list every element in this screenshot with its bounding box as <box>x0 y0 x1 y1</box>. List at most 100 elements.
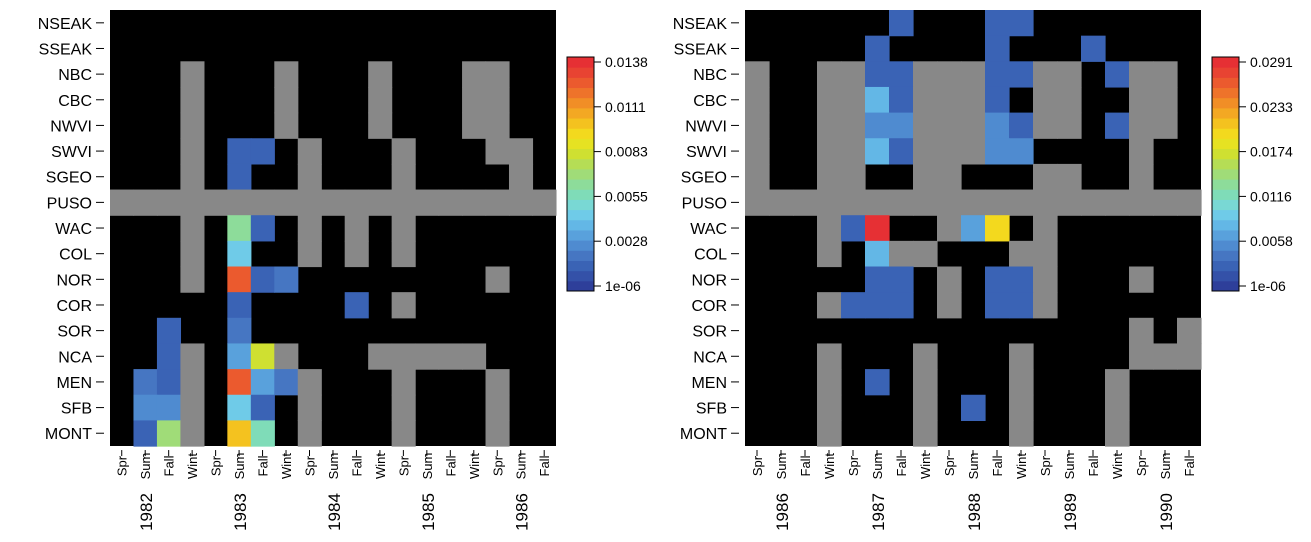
heatmap-cell <box>227 292 252 319</box>
heatmap-cell <box>156 394 182 421</box>
heatmap-cell <box>1009 112 1034 139</box>
x-tick-label: Sum <box>514 453 529 480</box>
heatmap-cell <box>1177 343 1202 370</box>
heatmap-cell <box>391 138 416 165</box>
colorbar-tick-label: 1e-06 <box>1250 278 1286 294</box>
y-tick-label: SOR <box>57 324 92 341</box>
heatmap-cell <box>250 343 275 370</box>
heatmap-cell <box>297 394 322 421</box>
x-tick-label: Wint <box>467 453 482 479</box>
heatmap-cell <box>817 86 842 114</box>
colorbar-segment <box>567 199 594 211</box>
heatmap-cell <box>769 189 794 216</box>
heatmap-cell <box>817 163 842 191</box>
colorbar-segment <box>1212 168 1239 180</box>
colorbar-segment <box>567 189 594 200</box>
heatmap-cell <box>865 292 890 319</box>
heatmap-cell <box>391 240 416 268</box>
x-tick-label: Fall <box>162 455 177 476</box>
panel1-year-labels: 1982 1983 1984 1985 1986 <box>137 493 532 531</box>
heatmap-cell <box>485 369 510 396</box>
heatmap-cell <box>865 266 890 293</box>
year-label: 1982 <box>137 493 156 531</box>
x-tick-label: Sum <box>326 453 341 480</box>
heatmap-cell <box>865 369 890 396</box>
heatmap-cell <box>391 369 416 396</box>
x-tick-label: Fall <box>349 455 364 476</box>
heatmap-cell <box>1129 138 1154 165</box>
heatmap-cell <box>180 163 205 191</box>
heatmap-cell <box>1105 369 1130 396</box>
heatmap-cell <box>961 86 986 114</box>
heatmap-cell <box>1153 86 1178 114</box>
heatmap-cell <box>961 189 986 216</box>
y-tick-label: SSEAK <box>674 41 728 58</box>
heatmap-cell <box>485 138 510 165</box>
y-tick-label: PUSO <box>682 195 727 212</box>
x-tick-label: Fall <box>894 455 909 476</box>
x-tick-label: Fall <box>990 455 1005 476</box>
colorbar-segment <box>567 148 594 160</box>
colorbar-segment <box>1212 280 1239 292</box>
heatmap-cell <box>1081 189 1106 216</box>
heatmap-cell <box>1153 189 1178 216</box>
x-tick-label: Spr <box>302 455 317 476</box>
y-tick-label: MONT <box>45 426 92 443</box>
x-tick-label: Sum <box>138 453 153 480</box>
heatmap-cell <box>841 163 866 191</box>
heatmap-cell <box>274 61 299 88</box>
colorbar-segment <box>1212 158 1239 170</box>
heatmap-cell <box>913 420 938 447</box>
heatmap-cell <box>1033 86 1058 114</box>
heatmap-cell <box>865 189 890 216</box>
heatmap-cell <box>438 343 463 370</box>
heatmap-cell <box>508 163 534 191</box>
heatmap-cell <box>180 420 205 447</box>
heatmap-cell <box>391 292 416 319</box>
heatmap-cell <box>1177 189 1202 216</box>
heatmap-cell <box>1033 215 1058 242</box>
colorbar-segment <box>567 179 594 190</box>
heatmap-cell <box>508 138 534 165</box>
colorbar-segment <box>1212 189 1239 200</box>
colorbar-segment <box>1212 77 1239 89</box>
heatmap-cell <box>817 61 842 88</box>
year-label: 1986 <box>513 493 532 531</box>
heatmap-cell <box>865 86 890 114</box>
heatmap-cell <box>180 240 205 268</box>
panel-1986-1990: NSEAK SSEAK NBC CBC NWVI SWVI SGEO PUSO WAC COL NO… <box>673 10 1293 531</box>
heatmap-cell <box>817 240 842 268</box>
colorbar-segment <box>1212 148 1239 160</box>
heatmap-cell <box>485 86 510 114</box>
heatmap-cell <box>745 189 770 216</box>
heatmap-cell <box>1129 266 1154 293</box>
heatmap-cell <box>274 189 299 216</box>
heatmap-cell <box>985 35 1010 62</box>
heatmap-cell <box>985 10 1010 37</box>
colorbar-segment <box>567 107 594 119</box>
heatmap-cell <box>438 189 463 216</box>
x-tick-label: Spr <box>115 455 130 476</box>
heatmap-cell <box>1057 112 1082 139</box>
x-tick-label: Sum <box>966 453 981 480</box>
colorbar-segment <box>567 270 594 282</box>
heatmap-cell <box>391 189 416 216</box>
heatmap-cell <box>913 343 938 370</box>
colorbar-segment <box>567 158 594 170</box>
heatmap-cell <box>745 86 770 114</box>
heatmap-cell <box>817 394 842 421</box>
colorbar-frame <box>1211 56 1240 292</box>
colorbar-segment <box>1212 260 1239 272</box>
year-label: 1984 <box>325 493 344 531</box>
colorbar-tick-label: 0.0174 <box>1250 144 1293 160</box>
heatmap-cell <box>462 343 487 370</box>
panel2-colorbar: 0.0291 0.0233 0.0174 0.0116 0.0058 1e-06 <box>1211 54 1293 294</box>
heatmap-cell <box>913 240 938 268</box>
year-label: 1983 <box>231 493 250 531</box>
heatmap-cell <box>889 61 914 88</box>
heatmap-cell <box>937 112 962 139</box>
heatmap-cell <box>1033 112 1058 139</box>
heatmap-cell <box>485 189 510 216</box>
y-tick-label: NBC <box>58 67 92 84</box>
